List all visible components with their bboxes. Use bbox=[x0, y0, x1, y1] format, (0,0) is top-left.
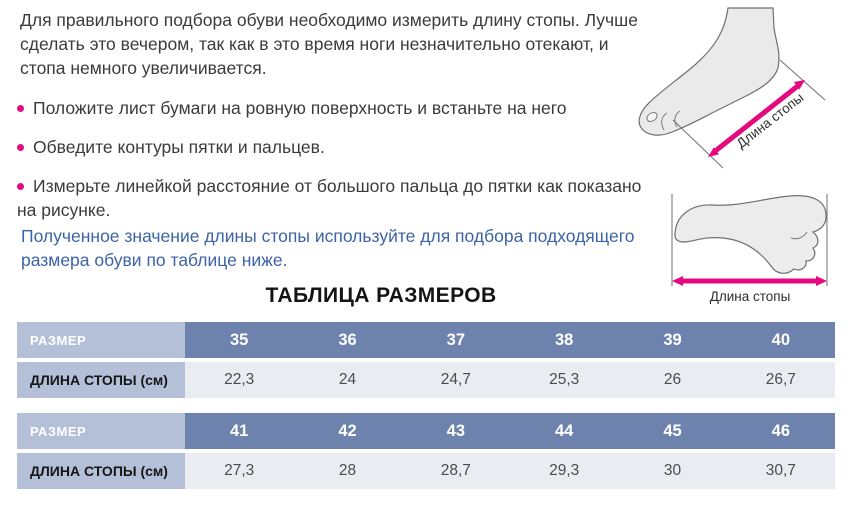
size-cell: 43 bbox=[401, 413, 510, 449]
measure-arrow-head bbox=[708, 147, 719, 157]
instruction-text: Обведите контуры пятки и пальцев. bbox=[33, 137, 325, 157]
toe-crease-detail bbox=[661, 110, 681, 131]
length-cell: 25,3 bbox=[510, 362, 619, 398]
size-cell: 39 bbox=[618, 322, 727, 358]
measure-tick-line bbox=[779, 59, 826, 101]
size-row-label: РАЗМЕР bbox=[17, 322, 185, 358]
size-table-35-40: РАЗМЕР 35 36 37 38 39 40 ДЛИНА СТОПЫ (см… bbox=[17, 322, 835, 402]
size-cell: 38 bbox=[510, 322, 619, 358]
length-cell: 24,7 bbox=[401, 362, 510, 398]
size-cell: 36 bbox=[293, 322, 402, 358]
foot-sole-outline bbox=[674, 195, 827, 274]
length-cell: 26 bbox=[618, 362, 727, 398]
instruction-bullet-1: Положите лист бумаги на ровную поверхнос… bbox=[17, 96, 645, 120]
foot-sole-illustration bbox=[671, 194, 828, 286]
measure-arrow-shaft bbox=[712, 83, 801, 154]
measure-tick-line bbox=[672, 119, 724, 169]
length-cell: 28 bbox=[293, 453, 402, 489]
size-cell: 46 bbox=[726, 413, 835, 449]
measure-arrow-head bbox=[816, 276, 827, 286]
size-cell: 45 bbox=[618, 413, 727, 449]
toenail-detail bbox=[646, 111, 658, 123]
length-row-label: ДЛИНА СТОПЫ (см) bbox=[17, 362, 185, 398]
size-row-label: РАЗМЕР bbox=[17, 413, 185, 449]
length-cell: 30 bbox=[618, 453, 727, 489]
instruction-bullet-2: Обведите контуры пятки и пальцев. bbox=[17, 135, 645, 159]
bullet-dot-icon bbox=[17, 144, 24, 151]
length-values-row: ДЛИНА СТОПЫ (см) 22,3 24 24,7 25,3 26 26… bbox=[17, 362, 835, 398]
size-cell: 35 bbox=[185, 322, 294, 358]
length-cell: 29,3 bbox=[510, 453, 619, 489]
foot-side-outline bbox=[638, 7, 780, 136]
foot-side-illustration bbox=[638, 7, 826, 169]
instruction-bullet-3: Измерьте линейкой расстояние от большого… bbox=[17, 174, 645, 222]
size-header-row: РАЗМЕР 35 36 37 38 39 40 bbox=[17, 322, 835, 358]
note-text: Полученное значение длины стопы использу… bbox=[21, 226, 635, 270]
size-cell: 37 bbox=[401, 322, 510, 358]
length-cell: 27,3 bbox=[185, 453, 294, 489]
length-cell: 28,7 bbox=[401, 453, 510, 489]
foot-length-label-sole: Длина стопы bbox=[709, 289, 791, 304]
instruction-text: Положите лист бумаги на ровную поверхнос… bbox=[33, 98, 567, 118]
size-table-41-46: РАЗМЕР 41 42 43 44 45 46 ДЛИНА СТОПЫ (см… bbox=[17, 413, 835, 493]
size-cell: 42 bbox=[293, 413, 402, 449]
size-cell: 44 bbox=[510, 413, 619, 449]
measure-arrow-head bbox=[794, 80, 805, 90]
measure-arrow-head bbox=[672, 276, 683, 286]
bullet-dot-icon bbox=[17, 105, 24, 112]
length-row-label: ДЛИНА СТОПЫ (см) bbox=[17, 453, 185, 489]
bullet-dot-icon bbox=[17, 183, 24, 190]
length-cell: 24 bbox=[293, 362, 402, 398]
size-cell: 40 bbox=[726, 322, 835, 358]
size-cell: 41 bbox=[185, 413, 294, 449]
size-header-row: РАЗМЕР 41 42 43 44 45 46 bbox=[17, 413, 835, 449]
instruction-text: Измерьте линейкой расстояние от большого… bbox=[17, 176, 642, 220]
length-cell: 30,7 bbox=[726, 453, 835, 489]
length-cell: 26,7 bbox=[726, 362, 835, 398]
toe-separation-detail bbox=[790, 231, 808, 240]
intro-paragraph: Для правильного подбора обуви необходимо… bbox=[20, 10, 638, 78]
length-cell: 22,3 bbox=[185, 362, 294, 398]
size-table-title: ТАБЛИЦА РАЗМЕРОВ bbox=[265, 284, 497, 307]
length-values-row: ДЛИНА СТОПЫ (см) 27,3 28 28,7 29,3 30 30… bbox=[17, 453, 835, 489]
